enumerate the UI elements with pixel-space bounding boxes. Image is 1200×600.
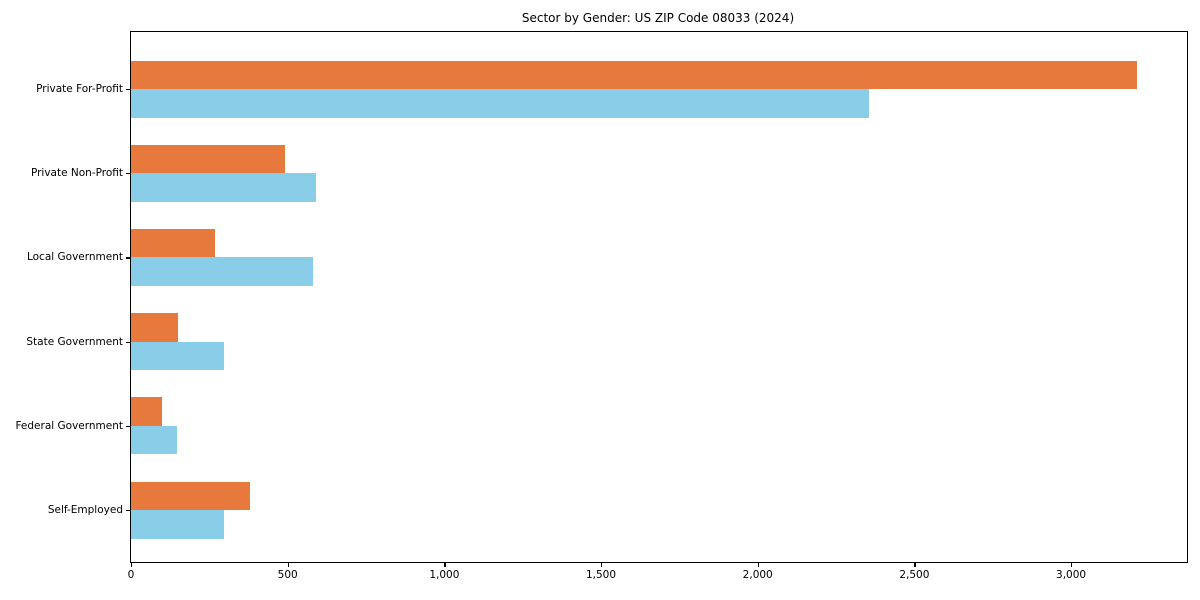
x-tick-mark [287, 562, 289, 567]
bar-male-6 [131, 481, 251, 510]
y-tick-mark [126, 425, 131, 428]
bar-female-5 [131, 425, 177, 455]
x-tick-label: 3,000 [1056, 569, 1087, 581]
bar-male-2 [131, 144, 285, 174]
y-tick-label: Federal Government [15, 419, 123, 432]
y-tick-label: Private For-Profit [36, 83, 123, 95]
bar-male-5 [131, 397, 163, 426]
bar-female-6 [131, 510, 225, 539]
y-tick-mark [126, 257, 131, 259]
y-tick-label: Private Non-Profit [30, 167, 123, 180]
y-tick-mark [126, 173, 131, 175]
bar-female-3 [131, 257, 313, 286]
x-tick-label: 2,500 [899, 569, 930, 581]
x-tick-mark [601, 562, 603, 567]
y-tick-mark [126, 89, 131, 91]
bar-male-3 [131, 228, 215, 258]
x-tick-label: 0 [127, 569, 135, 581]
y-tick-label: State Government [26, 335, 123, 348]
x-tick-label: 1,000 [429, 569, 460, 581]
x-tick-label: 2,000 [742, 569, 773, 581]
y-tick-mark [126, 510, 131, 512]
bar-female-2 [131, 173, 316, 202]
y-tick-mark [126, 341, 131, 343]
bar-female-4 [131, 341, 224, 371]
x-tick-mark [1071, 562, 1073, 567]
x-tick-mark [131, 562, 133, 567]
x-tick-mark [444, 562, 446, 567]
x-tick-mark [914, 562, 916, 567]
x-tick-label: 500 [277, 569, 298, 581]
bar-male-1 [131, 60, 1137, 89]
x-tick-mark [757, 562, 759, 567]
bar-male-4 [131, 313, 178, 342]
y-tick-label: Self-Employed [47, 504, 123, 516]
bar-female-1 [131, 89, 869, 118]
y-tick-label: Local Government [26, 251, 123, 264]
chart-title: Sector by Gender: US ZIP Code 08033 (202… [521, 11, 795, 25]
x-tick-label: 1,500 [585, 569, 617, 581]
